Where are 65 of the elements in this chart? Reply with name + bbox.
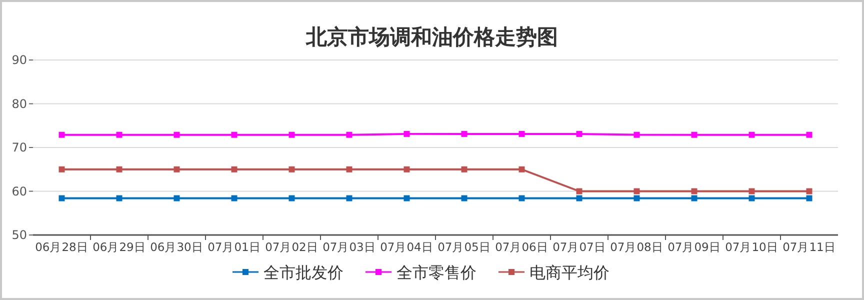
point <box>346 166 352 172</box>
y-tick-label: 70 <box>12 140 27 154</box>
point <box>231 166 238 172</box>
point <box>806 195 812 202</box>
point <box>748 195 755 202</box>
x-tick-label: 07月06日 <box>495 240 548 254</box>
point <box>576 195 582 202</box>
point <box>116 195 122 202</box>
point <box>231 132 238 138</box>
x-tick-label: 07月04日 <box>380 240 434 254</box>
x-tick-label: 06月29日 <box>92 240 146 254</box>
point <box>58 195 65 202</box>
point <box>748 188 755 194</box>
point <box>288 132 295 138</box>
point <box>518 195 525 202</box>
point <box>231 195 238 202</box>
point <box>174 195 180 202</box>
point <box>404 130 410 137</box>
point <box>116 132 122 138</box>
point <box>58 166 65 172</box>
point <box>806 132 812 138</box>
point <box>691 195 698 202</box>
point <box>461 195 468 202</box>
point <box>576 188 582 194</box>
point <box>461 166 468 172</box>
point <box>576 130 582 137</box>
point <box>518 130 525 137</box>
point <box>174 132 180 138</box>
point <box>748 132 755 138</box>
x-tick-label: 07月11日 <box>782 240 836 254</box>
legend-label: 电商平均价 <box>530 263 610 282</box>
point <box>691 188 698 194</box>
point <box>288 166 295 172</box>
x-tick-label: 07月09日 <box>668 240 721 254</box>
point <box>288 195 295 202</box>
y-tick-label: 50 <box>12 228 27 242</box>
legend-label: 全市零售价 <box>396 263 476 282</box>
point <box>116 166 122 172</box>
point <box>634 132 640 138</box>
point <box>634 195 640 202</box>
x-tick-label: 07月05日 <box>438 240 491 254</box>
x-tick-label: 07月02日 <box>265 240 318 254</box>
point <box>404 166 410 172</box>
x-tick-label: 07月08日 <box>610 240 664 254</box>
point <box>346 132 352 138</box>
y-tick-label: 60 <box>12 184 27 198</box>
point <box>58 132 65 138</box>
point <box>461 130 468 137</box>
point <box>691 132 698 138</box>
point <box>174 166 180 172</box>
x-tick-label: 06月28日 <box>35 240 88 254</box>
legend-label: 全市批发价 <box>264 263 344 282</box>
chart-title: 北京市场调和油价格走势图 <box>305 25 558 49</box>
x-tick-label: 07月03日 <box>322 240 376 254</box>
point <box>634 188 640 194</box>
x-tick-label: 07月01日 <box>208 240 261 254</box>
x-tick-label: 07月07日 <box>552 240 606 254</box>
x-tick-label: 06月30日 <box>150 240 204 254</box>
y-tick-label: 80 <box>12 96 27 111</box>
y-tick-label: 90 <box>12 53 27 67</box>
point <box>806 188 812 194</box>
point <box>404 195 410 202</box>
point <box>346 195 352 202</box>
x-tick-label: 07月10日 <box>725 240 778 254</box>
point <box>518 166 525 172</box>
